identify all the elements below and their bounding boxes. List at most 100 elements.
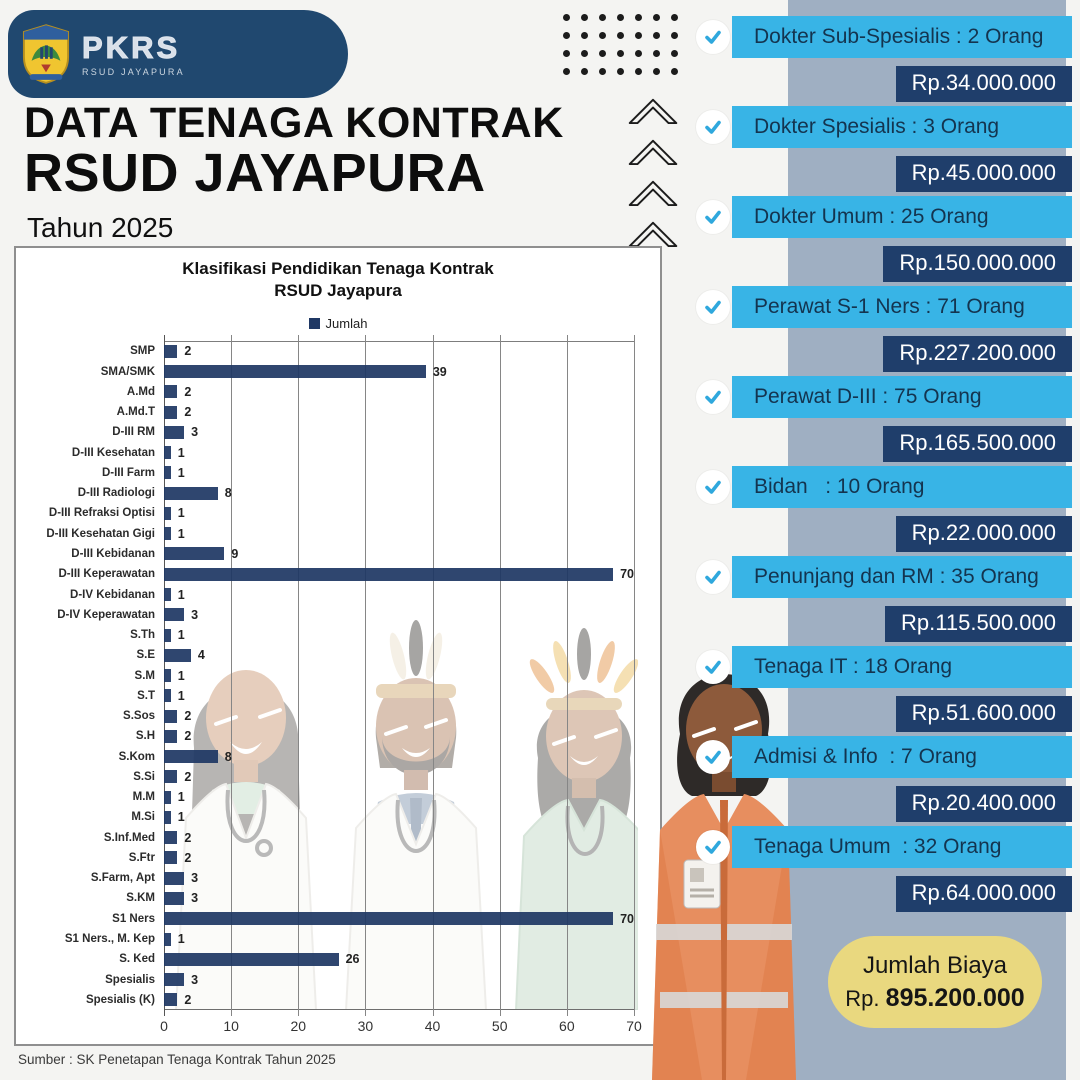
page-title-line2: RSUD JAYAPURA — [24, 142, 486, 203]
source-note: Sumber : SK Penetapan Tenaga Kontrak Tah… — [18, 1052, 336, 1067]
cost-summary-list: Dokter Sub-Spesialis : 2 Orang Rp.34.000.… — [692, 16, 1072, 916]
category-label: S.Ftr — [128, 851, 155, 864]
chart-bar — [164, 871, 185, 885]
cost-item-label: Perawat D-III : 75 Orang — [732, 376, 1072, 418]
dot — [653, 50, 660, 57]
bar-track: 1 — [164, 463, 634, 483]
chart-row: Spesialis 3 — [16, 969, 660, 989]
dot — [671, 14, 678, 21]
category-label: S.T — [137, 689, 155, 702]
cost-amount: Rp.115.500.000 — [885, 606, 1072, 642]
chart-bars: SMP 2 SMA/SMK 39 A.Md 2 A.Md.T 2 D-III RM 3 D-III … — [16, 341, 660, 1010]
chart-bar — [164, 750, 218, 764]
dot — [671, 32, 678, 39]
chart-bar — [164, 405, 178, 419]
bar-track: 2 — [164, 341, 634, 361]
check-icon — [696, 830, 730, 864]
category-label: S.Farm, Apt — [90, 872, 155, 885]
check-icon — [696, 560, 730, 594]
bar-track: 9 — [164, 544, 634, 564]
bar-track: 2 — [164, 706, 634, 726]
dot — [563, 32, 570, 39]
dot-grid-decoration — [563, 14, 678, 75]
dot — [635, 68, 642, 75]
category-label: D-III Farm — [101, 466, 155, 479]
category-label: D-III Keperawatan — [58, 568, 156, 581]
category-label: D-III Refraksi Optisi — [48, 507, 155, 520]
check-icon — [696, 470, 730, 504]
category-label: D-III Radiologi — [77, 487, 155, 500]
cost-item: Bidan : 10 Orang Rp.22.000.000 — [692, 466, 1072, 556]
value-label: 2 — [184, 992, 192, 1007]
category-label: Spesialis (K) — [85, 993, 155, 1006]
bar-track: 1 — [164, 807, 634, 827]
cost-item-label: Penunjang dan RM : 35 Orang — [732, 556, 1072, 598]
x-tick-label: 40 — [424, 1018, 441, 1034]
page-title: DATA TENAGA KONTRAK RSUD JAYAPURA — [24, 101, 564, 203]
logo-sub-label: RSUD JAYAPURA — [82, 66, 185, 77]
dot — [617, 32, 624, 39]
cost-amount-row: Rp.115.500.000 — [692, 606, 1072, 642]
check-icon — [696, 650, 730, 684]
bar-track: 70 — [164, 909, 634, 929]
chart-bar — [164, 527, 171, 541]
chart-row: S.E 4 — [16, 645, 660, 665]
chart-row: D-III Kesehatan Gigi 1 — [16, 524, 660, 544]
chart-row: D-III Kesehatan 1 — [16, 443, 660, 463]
chart-bar — [164, 567, 614, 581]
legend-label: Jumlah — [325, 316, 368, 332]
cost-item-label: Tenaga IT : 18 Orang — [732, 646, 1072, 688]
category-label: S.E — [136, 649, 155, 662]
dot — [635, 14, 642, 21]
chart-bar — [164, 790, 171, 804]
chart-plot-area: SMP 2 SMA/SMK 39 A.Md 2 A.Md.T 2 D-III RM 3 D-III … — [16, 335, 660, 1016]
value-label: 1 — [177, 790, 185, 805]
category-label: SMA/SMK — [100, 365, 155, 378]
chevron-up-icon — [627, 133, 679, 171]
cost-amount-row: Rp.64.000.000 — [692, 876, 1072, 912]
header-banner: PKRS RSUD JAYAPURA — [8, 10, 348, 98]
dot — [563, 50, 570, 57]
dot — [635, 32, 642, 39]
chart-row: M.Si 1 — [16, 807, 660, 827]
cost-amount: Rp.150.000.000 — [883, 246, 1072, 282]
bar-track: 3 — [164, 868, 634, 888]
gridline — [566, 335, 568, 1016]
page-subtitle: Tahun 2025 — [27, 212, 174, 243]
value-label: 2 — [184, 344, 192, 359]
category-label: SMP — [130, 345, 155, 358]
value-label: 70 — [620, 567, 634, 582]
bar-track: 8 — [164, 483, 634, 503]
category-label: S.Sos — [123, 710, 155, 723]
chart-row: S. Ked 26 — [16, 949, 660, 969]
value-label: 2 — [184, 850, 192, 865]
value-label: 1 — [177, 810, 185, 825]
value-label: 1 — [177, 932, 185, 947]
check-icon — [696, 20, 730, 54]
chart-bar — [164, 932, 171, 946]
value-label: 4 — [197, 648, 205, 663]
dot — [563, 14, 570, 21]
value-label: 2 — [184, 830, 192, 845]
chart-row: D-III Keperawatan 70 — [16, 564, 660, 584]
bar-track: 2 — [164, 402, 634, 422]
category-label: D-IV Keperawatan — [57, 608, 155, 621]
cost-amount: Rp.165.500.000 — [883, 426, 1072, 462]
value-label: 9 — [231, 546, 239, 561]
cost-item: Dokter Sub-Spesialis : 2 Orang Rp.34.000.… — [692, 16, 1072, 106]
bar-track: 3 — [164, 888, 634, 908]
category-label: S.Si — [133, 770, 155, 783]
chart-row: S1 Ners 70 — [16, 909, 660, 929]
chart-row: S1 Ners., M. Kep 1 — [16, 929, 660, 949]
cost-amount-row: Rp.227.200.000 — [692, 336, 1072, 372]
value-label: 1 — [177, 445, 185, 460]
chevron-up-icon — [627, 92, 679, 130]
category-label: Spesialis — [105, 973, 155, 986]
bar-track: 26 — [164, 949, 634, 969]
bar-track: 3 — [164, 422, 634, 442]
chart-row: D-III Radiologi 8 — [16, 483, 660, 503]
chart-bar — [164, 891, 185, 905]
cost-amount: Rp.22.000.000 — [895, 516, 1072, 552]
chevron-up-icon — [627, 174, 679, 212]
